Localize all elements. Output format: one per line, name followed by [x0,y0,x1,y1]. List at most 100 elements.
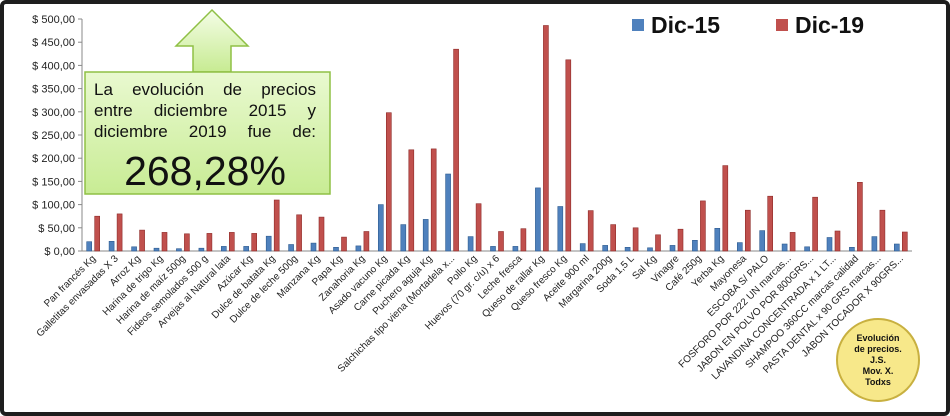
bar-dic-19 [879,209,886,252]
legend-swatch-dic-15 [632,19,644,31]
legend-label-dic-15: Dic-15 [651,12,720,38]
bar-dic-15 [535,187,541,252]
bar-dic-19 [94,215,100,252]
bar-dic-15 [893,243,900,252]
bar-dic-19 [341,236,347,252]
badge-line: de precios. [854,343,902,354]
bar-dic-19 [610,224,617,252]
bar-dic-15 [490,246,496,252]
bar-dic-15 [131,246,137,252]
legend-label-dic-19: Dic-19 [795,12,864,38]
bar-dic-15 [692,240,698,252]
axes [78,18,912,252]
y-tick-label: $ 50,00 [38,223,75,235]
bar-dic-15 [355,245,362,252]
bar-dic-15 [714,228,721,252]
bar-dic-19 [273,199,280,252]
bar-dic-19 [116,213,123,252]
bar-dic-15 [557,206,564,252]
bar-dic-19 [812,196,818,252]
bar-dic-15 [243,246,249,252]
bar-dic-19 [700,200,706,252]
bar-dic-15 [759,230,766,252]
y-tick-label: $ 200,00 [32,153,75,165]
bar-dic-19 [834,230,841,252]
bar-dic-15 [400,224,407,252]
y-tick-label: $ 0,00 [44,246,75,258]
bar-dic-19 [722,165,729,252]
bar-dic-19 [767,195,774,252]
bar-dic-19 [565,59,572,252]
bar-dic-15 [221,246,227,252]
bar-dic-19 [363,231,370,252]
bar-dic-19 [453,48,459,252]
bar-dic-19 [318,216,325,252]
bar-dic-15 [669,245,676,252]
bar-dic-19 [229,232,235,252]
bar-dic-15 [265,235,272,252]
bar-dic-19 [655,234,661,252]
bar-dic-19 [385,112,392,252]
bar-dic-19 [206,233,213,252]
bar-dic-15 [176,248,182,252]
callout-arrow [84,8,331,195]
author-badge: Evolución de precios. J.S. Mov. X. Todxs [836,318,920,402]
bar-dic-19 [857,182,863,252]
bar-dic-15 [422,219,429,252]
bar-dic-19 [587,210,594,252]
bar-dic-19 [296,214,302,252]
bar-dic-15 [198,247,205,252]
badge-line: Todxs [865,376,891,387]
bar-dic-15 [288,244,294,252]
bar-dic-15 [108,241,115,252]
badge-line: Mov. X. [862,365,894,376]
bar-dic-19 [408,149,415,252]
y-tick-label: $ 450,00 [32,37,75,49]
y-tick-label: $ 250,00 [32,130,75,142]
bar-dic-15 [467,236,474,252]
bar-dic-19 [251,233,257,252]
badge-line: Evolución [856,332,900,343]
bar-dic-19 [161,232,168,252]
bar-dic-15 [579,243,586,252]
bar-dic-15 [153,247,160,252]
bar-dic-15 [871,236,878,252]
bar-dic-19 [520,228,527,252]
y-axis-labels: $ 0,00 $ 50,00 $ 100,00 $ 150,00 $ 200,00 $ 2… [32,14,75,258]
bar-dic-19 [184,233,190,252]
bar-dic-15 [377,204,384,252]
bar-dic-19 [139,229,145,252]
y-tick-label: $ 500,00 [32,14,75,26]
callout-value: 268,28% [124,148,286,194]
bar-dic-19 [744,209,751,252]
bar-dic-15 [602,245,609,252]
callout-text: La evolución de precios entre diciembre … [94,80,316,141]
bar-dic-15 [445,173,451,252]
bar-dic-19 [632,227,639,252]
y-tick-label: $ 100,00 [32,200,75,212]
bar-dic-15 [647,247,653,252]
bar-dic-15 [804,246,810,252]
callout: La evolución de precios entre diciembre … [94,79,316,194]
bar-dic-19 [789,232,796,252]
bar-dic-19 [498,231,504,252]
bar-dic-15 [624,247,631,252]
bar-dic-15 [512,246,519,252]
bar-dic-19 [677,228,684,252]
bar-dic-19 [475,203,482,252]
legend-swatch-dic-19 [776,19,788,31]
bar-dic-19 [543,25,549,252]
bar-dic-19 [430,148,437,252]
bar-dic-15 [849,247,855,252]
y-tick-label: $ 150,00 [32,176,75,188]
bars [86,25,908,252]
bar-dic-15 [736,242,743,252]
badge-line: J.S. [869,354,886,365]
y-tick-label: $ 400,00 [32,60,75,72]
bar-dic-15 [781,243,788,252]
y-tick-label: $ 300,00 [32,107,75,119]
y-tick-label: $ 350,00 [32,84,75,96]
